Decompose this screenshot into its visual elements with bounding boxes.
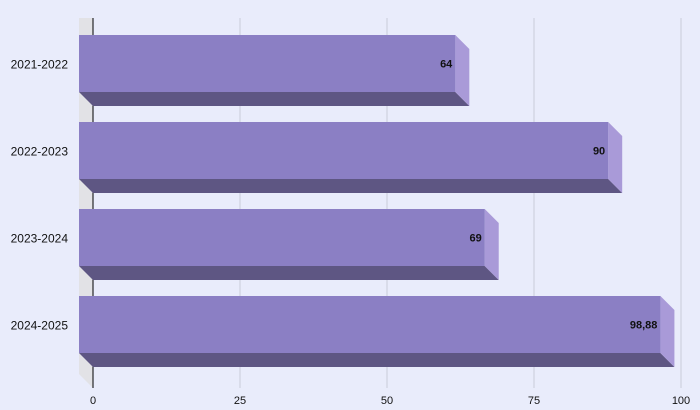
category-label: 2024-2025 — [11, 319, 69, 333]
bar-value-label: 90 — [593, 146, 605, 158]
bar — [79, 35, 470, 106]
category-label: 2023-2024 — [11, 232, 69, 246]
bars: 64 90 69 98,88 — [79, 35, 675, 367]
bar-side-face — [484, 209, 499, 280]
x-tick-label: 0 — [90, 395, 96, 407]
x-tick-labels: 0 25 50 75 100 — [90, 395, 690, 407]
bar-bottom-face — [79, 179, 623, 193]
bar — [79, 122, 623, 193]
bar-front-face — [79, 122, 609, 179]
x-tick-label: 25 — [234, 395, 246, 407]
bar-value-label: 98,88 — [630, 320, 658, 332]
bar — [79, 296, 675, 367]
bar-front-face — [79, 35, 456, 92]
bar-value-label: 69 — [469, 233, 481, 245]
bar-bottom-face — [79, 92, 470, 106]
bar-front-face — [79, 209, 485, 266]
chart-floor-plane — [79, 18, 93, 388]
bar-bottom-face — [79, 353, 675, 367]
bar-side-face — [660, 296, 675, 367]
x-tick-label: 100 — [672, 395, 690, 407]
bar-side-face — [608, 122, 623, 193]
category-labels: 2021-2022 2022-2023 2023-2024 2024-2025 — [11, 58, 69, 333]
bar-side-face — [455, 35, 470, 106]
bar-value-label: 64 — [440, 59, 453, 71]
category-label: 2022-2023 — [11, 145, 69, 159]
bar-front-face — [79, 296, 661, 353]
chart-floor — [79, 18, 93, 388]
x-tick-label: 75 — [528, 395, 540, 407]
x-tick-label: 50 — [381, 395, 393, 407]
category-label: 2021-2022 — [11, 58, 69, 72]
bar — [79, 209, 499, 280]
bar-bottom-face — [79, 266, 499, 280]
